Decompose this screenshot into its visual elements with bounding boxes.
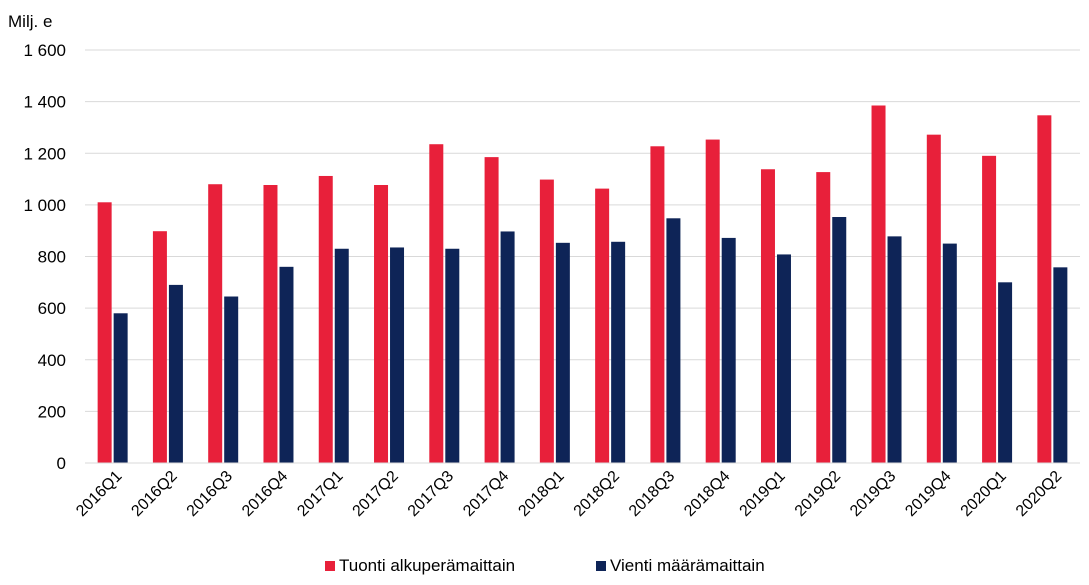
x-tick-label: 2018Q3 (626, 468, 678, 520)
bar-tuonti (318, 175, 333, 463)
bar-tuonti (429, 144, 444, 463)
bar-vienti (445, 248, 460, 463)
bar-vienti (776, 254, 791, 463)
bar-tuonti (871, 105, 886, 463)
bar-vienti (832, 217, 847, 463)
y-tick-label: 1 200 (23, 144, 66, 163)
bar-tuonti (1037, 115, 1052, 463)
y-tick-label: 800 (38, 248, 66, 267)
x-tick-label: 2016Q4 (239, 468, 291, 520)
bar-tuonti (816, 172, 831, 463)
bar-vienti (224, 296, 239, 463)
bar-vienti (1053, 267, 1068, 463)
y-axis-ticks: 0 200 400 600 800 1 000 1 200 1 400 1 600 (23, 41, 66, 473)
x-tick-label: 2016Q3 (184, 468, 236, 520)
legend-label: Tuonti alkuperämaittain (339, 556, 515, 575)
bar-vienti (611, 241, 626, 463)
bar-tuonti (539, 179, 554, 464)
bar-tuonti (926, 134, 941, 464)
bar-vienti (555, 242, 570, 463)
x-tick-label: 2018Q4 (681, 468, 733, 520)
bar-vienti (998, 282, 1013, 463)
bars (97, 105, 1068, 464)
bar-tuonti (484, 157, 499, 463)
x-tick-label: 2020Q1 (958, 468, 1010, 520)
x-tick-label: 2019Q2 (792, 468, 844, 520)
legend-swatch (596, 561, 606, 571)
bar-tuonti (208, 184, 223, 463)
legend: Tuonti alkuperämaittain Vienti määrämaitt… (325, 556, 765, 575)
bar-vienti (279, 266, 294, 463)
x-tick-label: 2017Q2 (350, 468, 402, 520)
x-tick-label: 2017Q3 (405, 468, 457, 520)
y-tick-label: 0 (57, 454, 66, 473)
x-tick-label: 2019Q3 (847, 468, 899, 520)
gridlines (85, 49, 1080, 412)
y-tick-label: 400 (38, 351, 66, 370)
x-tick-label: 2019Q1 (737, 468, 789, 520)
bar-vienti (334, 248, 349, 463)
x-tick-label: 2017Q1 (294, 468, 346, 520)
legend-swatch (325, 561, 335, 571)
bar-vienti (666, 218, 681, 463)
bar-tuonti (760, 169, 775, 463)
bar-vienti (887, 236, 902, 463)
x-tick-label: 2020Q2 (1013, 468, 1065, 520)
y-tick-label: 1 400 (23, 93, 66, 112)
bar-vienti (168, 284, 183, 463)
x-tick-label: 2016Q2 (128, 468, 180, 520)
bar-tuonti (152, 231, 167, 463)
bar-vienti (113, 313, 128, 463)
bar-tuonti (650, 146, 665, 463)
bar-tuonti (263, 184, 278, 463)
x-tick-label: 2017Q4 (460, 468, 512, 520)
bar-vienti (721, 237, 736, 463)
bar-tuonti (595, 188, 610, 463)
y-tick-label: 600 (38, 299, 66, 318)
bar-tuonti (374, 184, 389, 463)
y-tick-label: 200 (38, 402, 66, 421)
bar-tuonti (982, 155, 997, 464)
bar-tuonti (97, 202, 112, 463)
bar-vienti (390, 247, 405, 463)
x-tick-label: 2018Q1 (515, 468, 567, 520)
y-tick-label: 1 600 (23, 41, 66, 60)
y-tick-label: 1 000 (23, 196, 66, 215)
bar-vienti (500, 231, 515, 463)
x-tick-label: 2018Q2 (571, 468, 623, 520)
y-axis-unit-label: Milj. e (8, 12, 52, 31)
x-tick-label: 2019Q4 (902, 468, 954, 520)
bar-tuonti (705, 139, 720, 463)
legend-label: Vienti määrämaittain (610, 556, 765, 575)
x-tick-label: 2016Q1 (73, 468, 125, 520)
bar-vienti (942, 243, 957, 463)
x-axis-ticks: 2016Q1 2016Q2 2016Q3 2016Q4 2017Q1 2017Q2 2017… (73, 468, 1065, 520)
